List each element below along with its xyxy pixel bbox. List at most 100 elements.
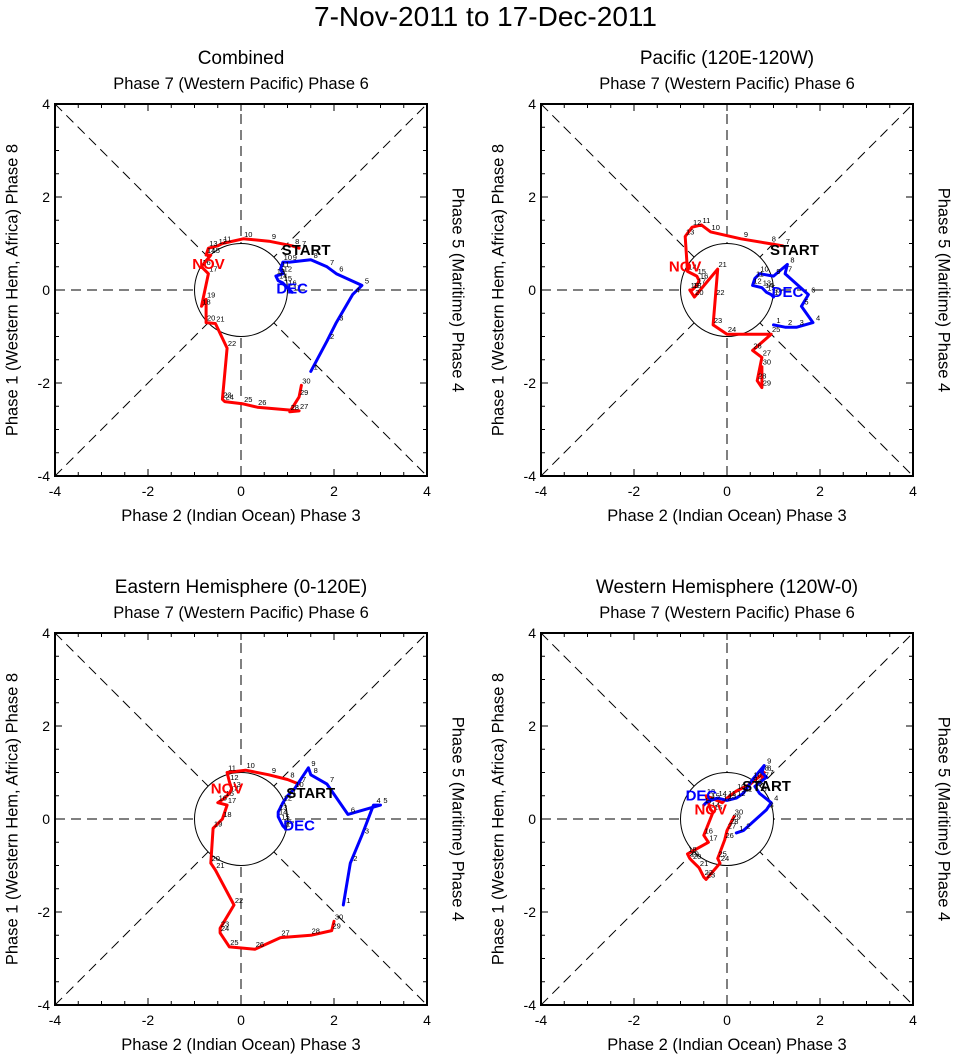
day-label: 12	[693, 218, 701, 227]
left-axis-label: Phase 1 (Western Hem, Africa) Phase 8	[3, 673, 21, 965]
day-label: 8	[290, 770, 294, 779]
x-tick-label: 0	[723, 483, 731, 499]
november-track	[686, 771, 766, 881]
day-label: 16	[772, 286, 780, 295]
y-tick-label: 2	[42, 189, 50, 205]
day-label: 17	[228, 796, 236, 805]
panel-pacific: Pacific (120E-120W) Phase 7 (Western Paci…	[486, 0, 971, 525]
day-label: 16	[700, 272, 708, 281]
day-label: 25	[244, 395, 252, 404]
day-label: 24	[728, 325, 736, 334]
top-axis-label: Phase 7 (Western Pacific) Phase 6	[599, 604, 855, 622]
x-tick-label: -2	[142, 1012, 155, 1028]
day-label: 8	[790, 255, 794, 264]
day-label: 30	[735, 808, 743, 817]
start-label: START	[770, 242, 819, 259]
day-label: 14	[279, 272, 287, 281]
day-label: 14	[765, 281, 773, 290]
x-tick-label: 4	[423, 1012, 431, 1028]
day-label: 21	[700, 859, 708, 868]
day-label: 27	[281, 929, 289, 938]
day-label: 29	[333, 922, 341, 931]
day-label: 15	[284, 274, 292, 283]
day-label: 9	[272, 232, 276, 241]
day-label: 17	[286, 819, 294, 828]
day-label: 10	[737, 782, 745, 791]
y-tick-label: 0	[528, 811, 536, 827]
day-label: 9	[776, 267, 780, 276]
panel-title: Combined	[198, 48, 285, 69]
day-label: 2	[788, 318, 792, 327]
day-label: 6	[351, 805, 355, 814]
y-tick-label: -2	[38, 904, 51, 920]
left-axis-label: Phase 1 (Western Hem, Africa) Phase 8	[489, 144, 507, 436]
dec-label: DEC	[283, 818, 315, 835]
y-tick-label: 4	[42, 625, 50, 641]
day-label: 23	[223, 390, 231, 399]
day-label: 21	[216, 861, 224, 870]
phase-diagram-pacific: Pacific (120E-120W) Phase 7 (Western Paci…	[489, 48, 952, 525]
day-label: 17	[209, 265, 217, 274]
december-track	[751, 262, 815, 329]
day-label: 16	[202, 258, 210, 267]
phase-diagram-eastern-hemisphere: Eastern Hemisphere (0-120E) Phase 7 (West…	[3, 577, 466, 1054]
day-label: 25	[719, 850, 727, 859]
day-label: 7	[786, 237, 790, 246]
day-label: 10	[295, 780, 303, 789]
dec-label: DEC	[276, 281, 308, 298]
day-label: 8	[767, 764, 771, 773]
day-label: 17	[709, 833, 717, 842]
day-label: 9	[272, 766, 276, 775]
day-label: 20	[212, 854, 220, 863]
day-label: 21	[216, 314, 224, 323]
day-label: 7	[302, 775, 306, 784]
day-label: 26	[258, 398, 266, 407]
y-tick-label: 4	[528, 96, 536, 112]
day-label: 10	[760, 265, 768, 274]
day-label: 1	[739, 824, 743, 833]
dec-label: DEC	[772, 284, 804, 301]
day-label: 3	[339, 314, 343, 323]
day-label: 6	[758, 777, 762, 786]
day-label: 7	[765, 770, 769, 779]
day-label: 5	[762, 784, 766, 793]
day-label: 27	[728, 822, 736, 831]
x-tick-label: 2	[816, 1012, 824, 1028]
day-label: 30	[335, 912, 343, 921]
day-label: 15	[226, 789, 234, 798]
x-tick-label: 0	[237, 1012, 245, 1028]
day-label: 12	[230, 773, 238, 782]
y-tick-label: 4	[42, 96, 50, 112]
y-tick-label: 2	[528, 718, 536, 734]
day-label: 14	[719, 789, 727, 798]
x-tick-label: 4	[909, 483, 917, 499]
day-label: 5	[383, 796, 387, 805]
x-tick-label: -4	[49, 1012, 62, 1028]
day-label: 12	[753, 276, 761, 285]
day-label: 19	[207, 290, 215, 299]
day-label: 16	[219, 794, 227, 803]
day-label: 5	[804, 297, 808, 306]
day-label: 23	[714, 316, 722, 325]
bottom-axis-label: Phase 2 (Indian Ocean) Phase 3	[121, 507, 360, 525]
day-label: 20	[693, 852, 701, 861]
day-label: 28	[291, 403, 299, 412]
day-label: 26	[726, 831, 734, 840]
day-label: 23	[707, 870, 715, 879]
panel-title: Pacific (120E-120W)	[640, 48, 814, 69]
day-label: 17	[698, 276, 706, 285]
day-label: 11	[756, 269, 764, 278]
x-tick-label: 2	[330, 1012, 338, 1028]
day-label: 13	[707, 787, 715, 796]
day-label: 13	[763, 279, 771, 288]
day-label: 10	[244, 230, 252, 239]
start-label: START	[742, 778, 791, 795]
panel-combined: Combined Phase 7 (Western Pacific) Phase …	[0, 0, 485, 525]
day-label: 18	[223, 810, 231, 819]
december-track	[702, 764, 773, 835]
day-label: 9	[767, 757, 771, 766]
day-label: 6	[811, 286, 815, 295]
day-label: 19	[214, 819, 222, 828]
y-tick-label: -2	[524, 375, 537, 391]
day-label: 15	[281, 812, 289, 821]
